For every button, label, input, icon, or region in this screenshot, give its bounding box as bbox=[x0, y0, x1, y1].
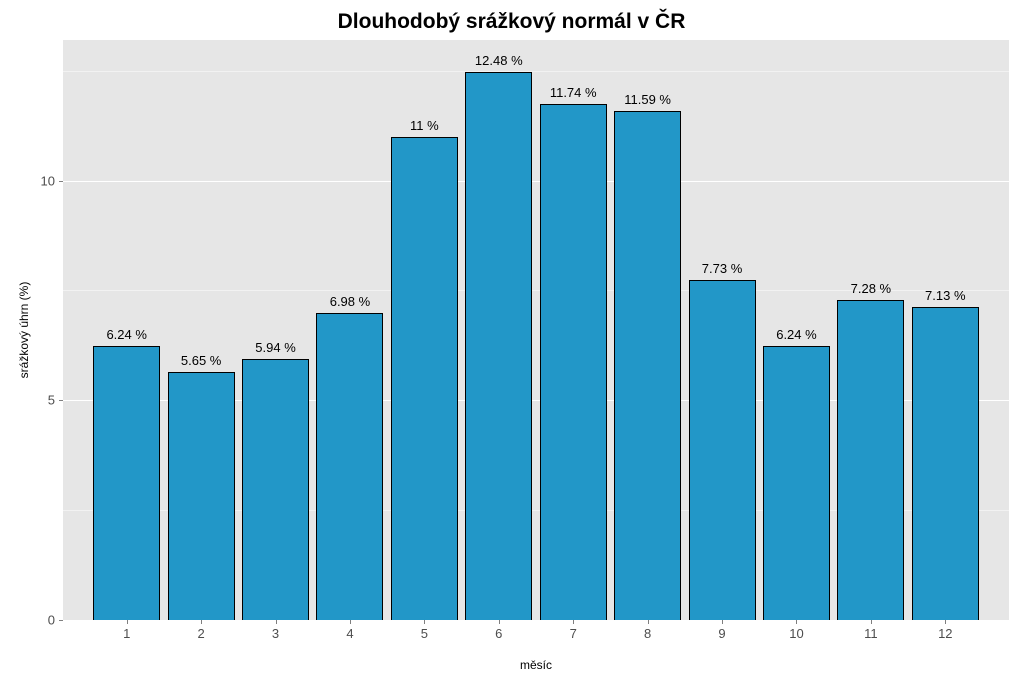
bar bbox=[242, 359, 309, 620]
chart-title: Dlouhodobý srážkový normál v ČR bbox=[0, 10, 1023, 34]
x-tick bbox=[722, 620, 723, 624]
bar bbox=[540, 104, 607, 620]
bar bbox=[689, 280, 756, 620]
bar-value-label: 11.74 % bbox=[550, 85, 597, 100]
bar bbox=[614, 111, 681, 620]
chart-container: Dlouhodobý srážkový normál v ČR 6.24 % 5.… bbox=[0, 0, 1023, 682]
x-tick bbox=[127, 620, 128, 624]
bar bbox=[912, 307, 979, 620]
y-tick-label: 5 bbox=[48, 393, 55, 408]
y-tick bbox=[59, 181, 63, 182]
plot-panel: 6.24 % 5.65 % 5.94 % 6.98 % 11 % 12.48 % 11.74… bbox=[63, 40, 1009, 620]
bar bbox=[168, 372, 235, 620]
x-tick bbox=[796, 620, 797, 624]
bar-value-label: 12.48 % bbox=[475, 53, 523, 68]
bar-value-label: 6.98 % bbox=[330, 294, 370, 309]
y-tick bbox=[59, 400, 63, 401]
bar bbox=[316, 313, 383, 620]
bar-value-label: 7.28 % bbox=[851, 281, 891, 296]
x-tick-label: 11 bbox=[864, 626, 878, 641]
x-tick-label: 9 bbox=[718, 626, 725, 641]
bar bbox=[465, 72, 532, 620]
bar-value-label: 6.24 % bbox=[776, 327, 816, 342]
x-tick bbox=[871, 620, 872, 624]
grid-minor-h bbox=[63, 71, 1009, 72]
bar-value-label: 5.65 % bbox=[181, 353, 221, 368]
y-axis-title: srážkový úhrn (%) bbox=[17, 282, 31, 379]
bar bbox=[837, 300, 904, 620]
x-tick bbox=[201, 620, 202, 624]
x-tick bbox=[573, 620, 574, 624]
x-tick bbox=[276, 620, 277, 624]
x-tick-label: 1 bbox=[123, 626, 130, 641]
bar-value-label: 5.94 % bbox=[255, 340, 295, 355]
bar-value-label: 7.13 % bbox=[925, 288, 965, 303]
x-tick bbox=[499, 620, 500, 624]
y-tick-label: 0 bbox=[48, 613, 55, 628]
x-tick-label: 5 bbox=[421, 626, 428, 641]
bar bbox=[93, 346, 160, 620]
x-tick-label: 6 bbox=[495, 626, 502, 641]
x-tick-label: 3 bbox=[272, 626, 279, 641]
bar bbox=[391, 137, 458, 620]
y-tick bbox=[59, 620, 63, 621]
bar-value-label: 11.59 % bbox=[624, 92, 671, 107]
x-tick bbox=[350, 620, 351, 624]
x-tick-label: 2 bbox=[197, 626, 204, 641]
y-tick-label: 10 bbox=[41, 173, 55, 188]
x-tick-label: 10 bbox=[789, 626, 803, 641]
bar-value-label: 7.73 % bbox=[702, 261, 742, 276]
x-tick-label: 12 bbox=[938, 626, 952, 641]
bar bbox=[763, 346, 830, 620]
x-axis-title: měsíc bbox=[520, 658, 552, 672]
x-tick bbox=[648, 620, 649, 624]
x-tick-label: 7 bbox=[570, 626, 577, 641]
x-tick-label: 8 bbox=[644, 626, 651, 641]
x-tick-label: 4 bbox=[346, 626, 353, 641]
x-tick bbox=[945, 620, 946, 624]
bar-value-label: 11 % bbox=[410, 118, 439, 133]
x-tick bbox=[424, 620, 425, 624]
grid-major-h bbox=[63, 620, 1009, 621]
grid-major-h bbox=[63, 181, 1009, 182]
bar-value-label: 6.24 % bbox=[106, 327, 146, 342]
